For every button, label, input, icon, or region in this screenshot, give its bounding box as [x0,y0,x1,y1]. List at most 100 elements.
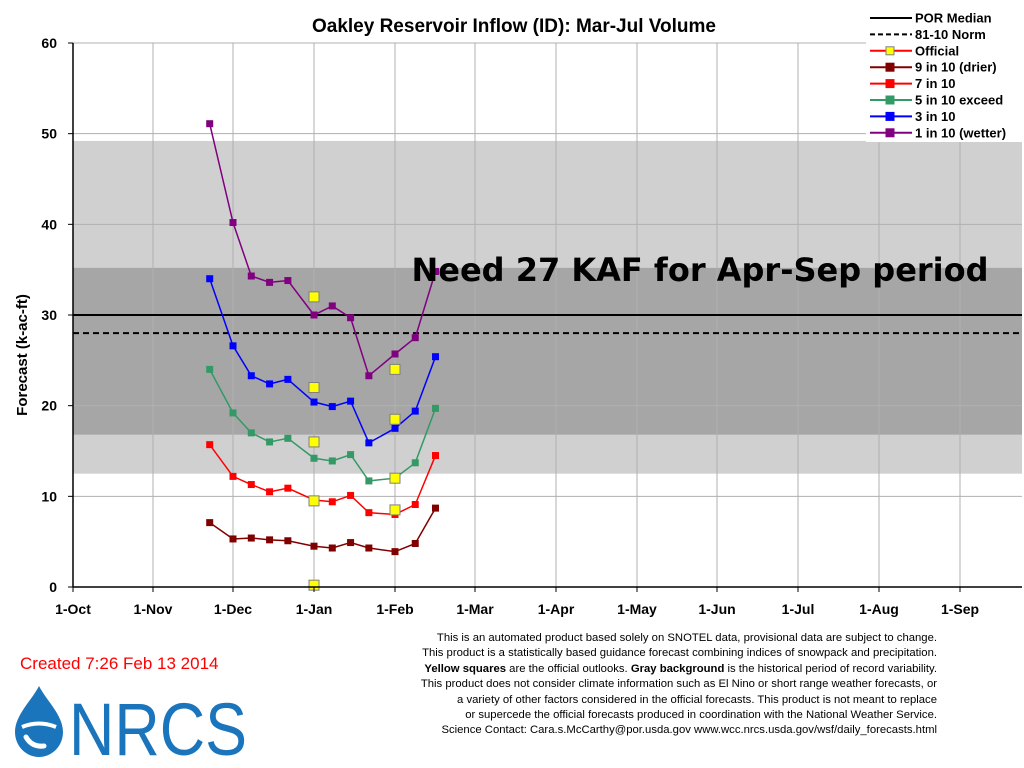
y-tick-label: 50 [41,126,57,142]
series-point [328,457,336,465]
legend-label: Official [915,43,959,58]
series-point [284,375,292,383]
legend-label: 9 in 10 (drier) [915,60,997,75]
series-point [229,535,237,543]
x-tick-label: 1-Aug [859,601,899,617]
y-tick-labels: 0 10 20 30 40 50 60 [41,35,57,595]
y-axis-label: Forecast (k-ac-ft) [14,294,31,416]
series-point [432,452,439,460]
series-point [347,451,355,459]
legend-marker [885,111,895,121]
legend-marker [885,46,895,56]
series-point [284,484,292,492]
x-tick-label: 1-Sep [941,601,979,617]
series-point [432,504,439,512]
series-point [411,500,419,508]
disclaimer-line: This is an automated product based solel… [436,632,937,644]
official-point [389,504,401,516]
legend-marker [885,79,895,89]
x-tick-label: 1-Jul [782,601,815,617]
chart-annotation: Need 27 KAF for Apr-Sep period [411,251,988,289]
series-point [266,278,274,286]
variability-bands [73,140,1022,474]
series-point [347,491,355,499]
disclaimer-line: Science Contact: Cara.s.McCarthy@por.usd… [441,724,937,737]
series-point [229,219,237,227]
series-point [206,441,214,449]
series-point [229,472,237,480]
series-point [328,498,336,506]
official-point [389,363,401,375]
series-point [310,311,318,319]
legend-label: 3 in 10 [915,109,955,124]
legend-label: 7 in 10 [915,76,955,91]
y-tick-label: 0 [49,579,57,595]
disclaimer-line: or supercede the official forecasts prod… [465,709,937,722]
series-point [365,509,373,517]
series-point [328,302,336,310]
series-point [347,539,355,547]
legend-label: 1 in 10 (wetter) [915,125,1006,140]
series-point [247,272,255,280]
disclaimer-text: are the official outlooks. [506,662,631,675]
x-tick-label: 1-Dec [214,601,252,617]
nrcs-logo: NRCS [15,686,247,762]
x-tick-label: 1-Mar [456,601,494,617]
series-point [247,481,255,489]
disclaimer-line: This product does not consider climate i… [420,678,937,691]
series-point [328,403,336,411]
official-point [308,291,320,303]
series-point [247,534,255,542]
series-point [411,459,419,467]
series-point [266,438,274,446]
legend-marker [885,128,895,138]
series-point [284,537,292,545]
series-point [310,398,318,406]
series-point [411,407,419,415]
legend-label: 81-10 Norm [915,27,986,42]
y-tick-label: 60 [41,35,57,51]
disclaimer-line: This product is a statistically based gu… [422,647,937,660]
x-tick-label: 1-Oct [55,601,91,617]
x-tick-label: 1-Jun [698,601,735,617]
series-point [432,404,439,412]
series-point [347,314,355,322]
legend-marker [885,62,895,72]
official-point [389,472,401,484]
y-tick-label: 30 [41,307,57,323]
x-tick-label: 1-Apr [538,601,575,617]
series-point [365,544,373,552]
disclaimer-bold: Gray background [630,662,725,675]
disclaimer: This is an automated product based solel… [300,631,937,739]
variability-band [73,267,1022,435]
reference-lines [73,314,1022,335]
axes [68,42,1022,592]
series-point [206,519,214,527]
disclaimer-bold: Yellow squares [424,662,507,675]
legend-label: 5 in 10 exceed [915,93,1003,108]
legend-label: POR Median [915,11,992,26]
legend-marker [885,95,895,105]
disclaimer-line: Yellow squares are the official outlooks… [300,662,937,677]
y-tick-label: 40 [41,216,57,232]
series-point [310,454,318,462]
series-point [365,477,373,485]
series-point [206,120,214,128]
official-points [308,291,401,591]
official-point [308,495,320,507]
series-point [310,542,318,550]
series-point [347,397,355,405]
x-tick-label: 1-Nov [134,601,173,617]
series-point [365,372,373,380]
series-point [229,409,237,417]
disclaimer-text: is the historical period of record varia… [724,662,937,675]
series-point [229,342,237,350]
x-tick-label: 1-Jan [296,601,333,617]
x-tick-label: 1-Feb [376,601,413,617]
series-point [284,434,292,442]
series-point [411,539,419,547]
series-point [266,536,274,544]
series-point [432,353,439,361]
